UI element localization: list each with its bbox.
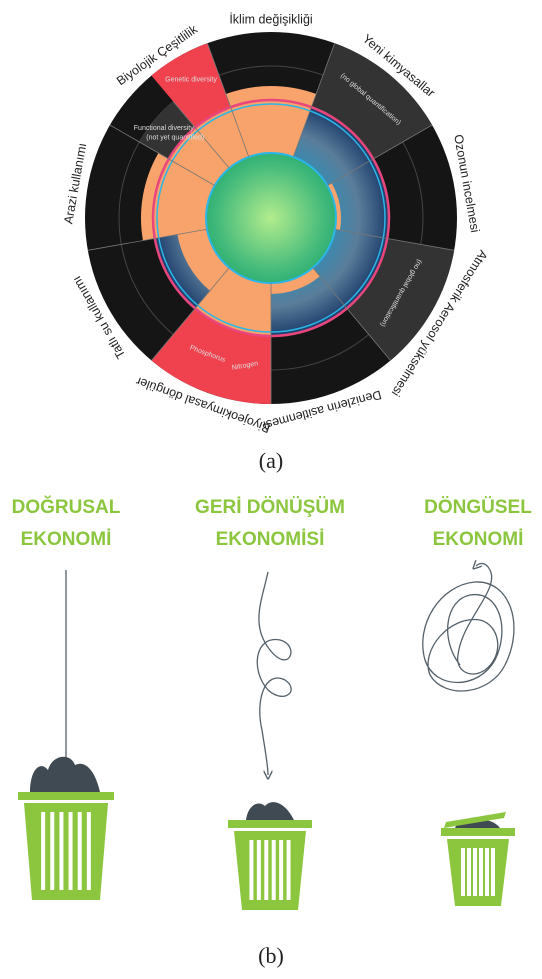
inner-label: (not yet quantified) — [146, 134, 204, 141]
bin-body — [447, 839, 509, 906]
panel-title: EKONOMİ — [21, 529, 112, 550]
sector-divider — [312, 267, 391, 361]
bin-lid-open — [444, 812, 506, 828]
trash-bin — [441, 820, 515, 906]
boundary-wedge — [168, 127, 230, 186]
inner-label: Nitrogen — [231, 360, 258, 372]
bin-lid — [441, 828, 515, 836]
panel-title: EKONOMİSİ — [216, 529, 325, 550]
sector-divider — [172, 101, 230, 169]
boundary-wedge — [225, 86, 317, 157]
boundary-wedge — [177, 229, 230, 291]
boundary-wedge — [151, 43, 231, 128]
boundary-wedge — [195, 267, 271, 336]
caption: (b) — [258, 943, 284, 968]
sector-divider — [292, 43, 335, 158]
trash-bins — [18, 756, 515, 910]
bin-body — [234, 831, 306, 910]
caption: (a) — [259, 448, 283, 473]
sector-divider — [151, 267, 230, 361]
garbage — [246, 802, 294, 820]
sector-divider — [334, 228, 455, 251]
boundary-wedge — [271, 267, 320, 294]
arrows — [66, 564, 515, 776]
loop-arrow — [256, 571, 292, 775]
sector-divider — [207, 43, 250, 158]
trash-bin — [18, 756, 114, 900]
trash-bin — [228, 802, 312, 910]
sector-divider — [87, 228, 208, 251]
sector-divider — [109, 124, 215, 186]
unquantified-wedge — [311, 43, 433, 159]
bin-body — [24, 803, 108, 900]
inner-label: Genetic diversity — [165, 76, 217, 83]
boundary-wedge — [327, 183, 341, 231]
sector-divider — [327, 124, 433, 186]
inner-label: Functional diversity — [134, 125, 194, 132]
unquantified-wedge — [139, 101, 196, 159]
core — [206, 153, 336, 283]
panel-title: EKONOMİ — [433, 529, 524, 550]
spiral-arrow — [422, 564, 515, 692]
panel-title: DOĞRUSAL — [12, 496, 121, 518]
boundary-label: İklim değişikliği — [229, 12, 312, 26]
panel-title: GERİ DÖNÜŞÜM — [195, 497, 345, 518]
panel-title: DÖNGÜSEL — [424, 497, 532, 518]
bin-lid — [18, 792, 114, 800]
garbage — [30, 756, 100, 792]
unquantified-wedge — [346, 238, 455, 361]
bin-lid — [228, 820, 312, 828]
